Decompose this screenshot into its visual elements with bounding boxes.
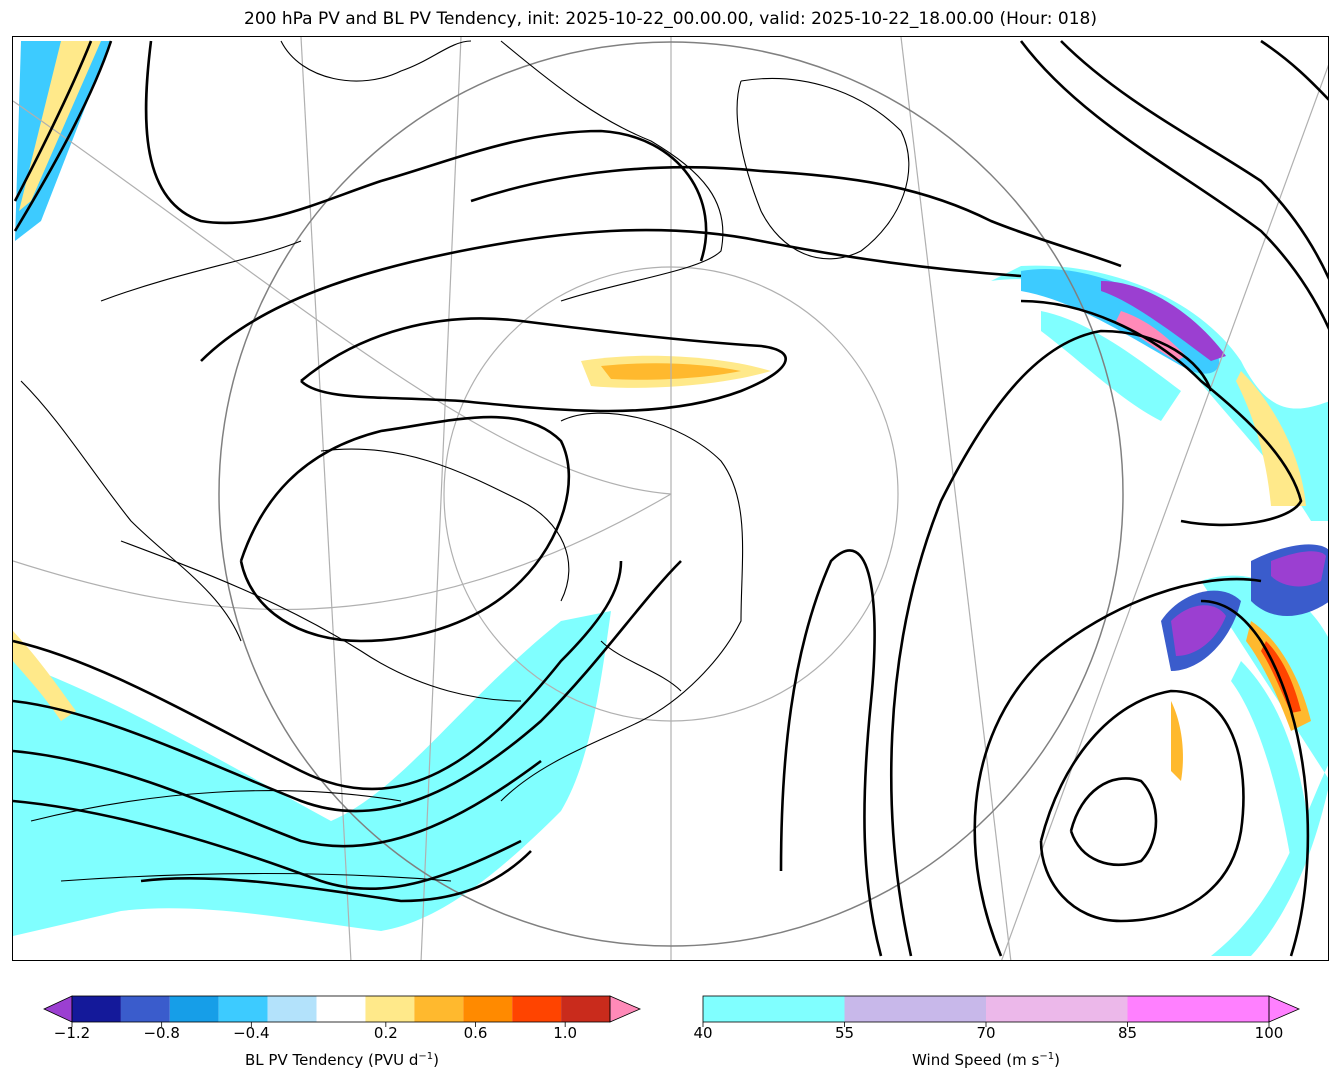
pv-tendency-colorbar [43,995,642,1027]
colorbar-tick-label: 70 [976,1024,996,1042]
colorbar-tick-label: 0.6 [463,1024,488,1042]
colorbar-tick-label: 40 [693,1024,713,1042]
wind-label-end: ) [1054,1051,1060,1069]
colorbar-segment [512,996,562,1022]
colorbar-under-triangle [43,995,73,1023]
map-canvas [13,37,1328,960]
colorbar-segment [844,996,986,1022]
colorbar-tick-label: 85 [1117,1024,1138,1042]
graticule [13,37,1328,960]
colorbar-tick-label: 0.2 [373,1024,398,1042]
colorbar-segment [414,996,464,1022]
colorbar-tick-label: 55 [834,1024,855,1042]
map-panel [12,36,1329,961]
colorbar-segment [703,996,845,1022]
colorbar-outline [71,995,611,1023]
colorbar-over-triangle [609,995,642,1023]
colorbar-segment [120,996,170,1022]
colorbar-segment [561,996,610,1022]
wind-label-text: Wind Speed (m s [912,1051,1040,1069]
colorbar-over-triangle [1268,995,1301,1023]
colorbar-segment [267,996,317,1022]
colorbar-tick-label: −1.2 [53,1024,91,1042]
colorbar-segment [986,996,1128,1022]
colorbar-tick-label: 1.0 [553,1024,578,1042]
pv-label-sup: −1 [418,1051,434,1062]
colorbar-segment [316,996,366,1022]
wind-speed-colorbar [702,995,1301,1027]
colorbar-segment [1127,996,1269,1022]
pv-colorbar-label: BL PV Tendency (PVU d−1) [44,1051,640,1069]
colorbar-segment [72,996,121,1022]
colorbar-tick-label: 100 [1254,1024,1284,1042]
colorbar-segment [169,996,219,1022]
pv-contours [13,39,1328,957]
plot-title: 200 hPa PV and BL PV Tendency, init: 202… [244,9,1097,29]
wind-colorbar-svg [702,995,1301,1027]
pv-colorbar-svg [43,995,642,1027]
wind-colorbar-label: Wind Speed (m s−1) [703,1051,1269,1069]
pv-label-end: ) [433,1051,440,1069]
colorbar-tick-label: −0.4 [233,1024,270,1042]
colorbar-tick-label: −0.8 [143,1024,180,1042]
colorbar-segment [365,996,415,1022]
colorbar-segment [463,996,513,1022]
colorbar-segment [218,996,268,1022]
pv-label-text: BL PV Tendency (PVU d [244,1051,419,1069]
wind-label-sup: −1 [1039,1051,1055,1062]
boundary-circle [218,41,1124,947]
